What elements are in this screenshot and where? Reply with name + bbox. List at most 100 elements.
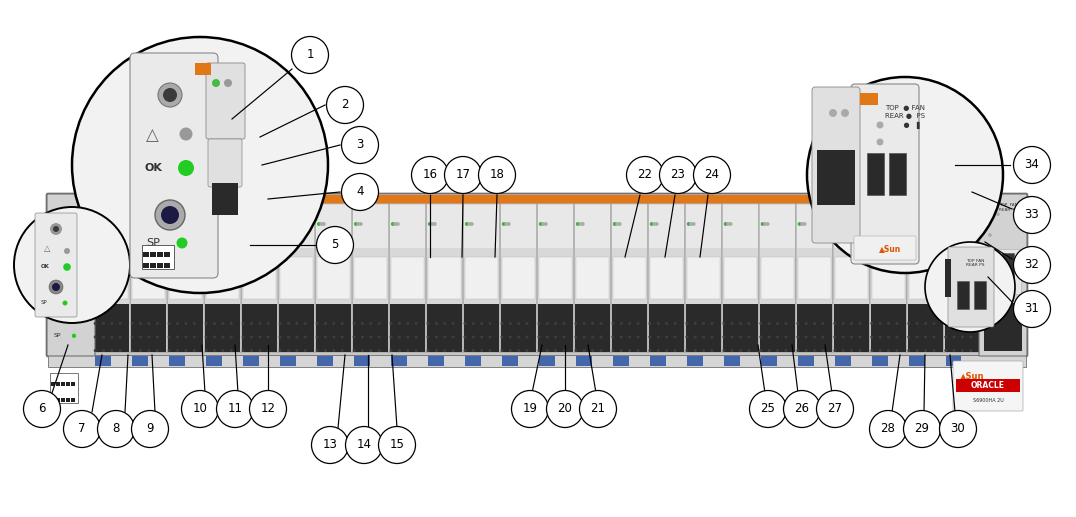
Circle shape [490, 323, 491, 324]
Circle shape [71, 283, 77, 289]
Circle shape [805, 323, 807, 324]
Circle shape [490, 336, 491, 338]
Circle shape [370, 336, 371, 338]
Bar [539, 356, 555, 366]
Circle shape [230, 323, 232, 324]
Circle shape [472, 323, 475, 324]
FancyBboxPatch shape [208, 139, 242, 187]
Circle shape [547, 323, 548, 324]
Text: 1: 1 [307, 49, 314, 62]
Bar [985, 195, 1001, 204]
Circle shape [103, 323, 104, 324]
Circle shape [649, 349, 651, 351]
Text: OK: OK [51, 284, 61, 288]
Bar [686, 356, 703, 366]
Circle shape [96, 223, 98, 225]
Bar [761, 356, 777, 366]
Circle shape [72, 37, 328, 293]
Circle shape [502, 223, 505, 225]
Circle shape [268, 336, 269, 338]
Bar [95, 356, 111, 366]
Bar [143, 252, 148, 257]
Circle shape [379, 427, 415, 464]
Circle shape [807, 77, 1003, 273]
Circle shape [481, 323, 482, 324]
Bar [771, 195, 783, 203]
Circle shape [801, 223, 804, 225]
Text: 26: 26 [794, 403, 809, 416]
Bar [946, 257, 979, 299]
Circle shape [156, 323, 158, 324]
Bar [549, 195, 562, 203]
Bar [817, 150, 855, 205]
Bar [987, 253, 999, 288]
Bar [908, 356, 924, 366]
Circle shape [870, 323, 873, 324]
Circle shape [851, 336, 852, 338]
Circle shape [316, 349, 317, 351]
Bar [955, 379, 1020, 392]
Circle shape [53, 226, 59, 232]
Circle shape [576, 336, 577, 338]
Circle shape [194, 349, 195, 351]
Bar [1002, 253, 1014, 288]
Circle shape [686, 323, 688, 324]
Circle shape [785, 336, 787, 338]
Circle shape [464, 323, 466, 324]
Circle shape [592, 336, 594, 338]
Circle shape [259, 336, 260, 338]
Bar [354, 356, 370, 366]
FancyBboxPatch shape [944, 204, 980, 353]
Circle shape [63, 248, 70, 254]
Circle shape [612, 349, 613, 351]
Bar [327, 195, 340, 203]
Circle shape [119, 349, 122, 351]
Bar [797, 205, 832, 248]
Circle shape [539, 223, 542, 225]
Circle shape [908, 349, 909, 351]
Circle shape [877, 156, 883, 162]
Circle shape [379, 336, 380, 338]
FancyBboxPatch shape [36, 213, 77, 317]
Circle shape [176, 336, 179, 338]
Circle shape [427, 349, 429, 351]
Circle shape [222, 349, 224, 351]
Circle shape [323, 223, 325, 225]
Circle shape [379, 349, 380, 351]
Circle shape [579, 223, 581, 225]
Text: 24: 24 [705, 169, 720, 181]
Circle shape [305, 336, 306, 338]
Circle shape [688, 223, 690, 225]
Circle shape [280, 336, 281, 338]
Circle shape [917, 336, 918, 338]
Circle shape [14, 207, 130, 323]
Bar [612, 356, 628, 366]
Bar [650, 356, 666, 366]
Circle shape [909, 223, 911, 225]
Circle shape [945, 349, 947, 351]
FancyBboxPatch shape [390, 204, 426, 353]
Circle shape [694, 349, 696, 351]
Circle shape [178, 160, 194, 176]
Circle shape [444, 157, 481, 193]
Bar [150, 252, 156, 257]
Circle shape [724, 223, 727, 225]
Circle shape [908, 336, 909, 338]
Circle shape [428, 223, 431, 225]
Circle shape [311, 427, 349, 464]
Circle shape [341, 349, 343, 351]
Circle shape [1014, 247, 1050, 283]
Circle shape [563, 336, 565, 338]
Circle shape [547, 336, 548, 338]
Circle shape [657, 349, 660, 351]
Circle shape [119, 323, 122, 324]
Circle shape [362, 323, 364, 324]
Bar [169, 205, 203, 248]
Circle shape [464, 349, 466, 351]
Circle shape [326, 86, 364, 124]
Circle shape [711, 323, 712, 324]
Bar [576, 205, 610, 248]
Text: ORACLE: ORACLE [971, 381, 1005, 390]
Bar [872, 205, 906, 248]
Bar [61, 382, 65, 386]
